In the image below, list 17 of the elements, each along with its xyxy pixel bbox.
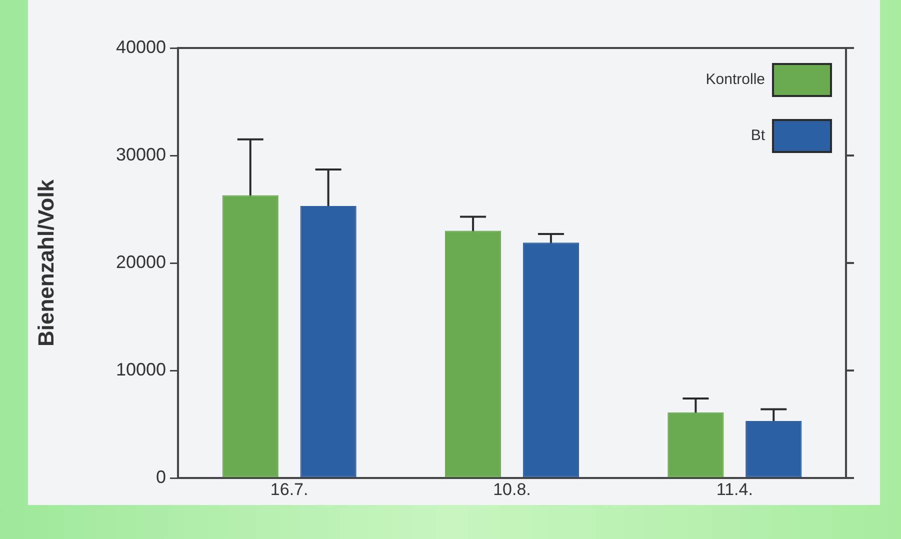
- y-tick-label: 0: [156, 466, 166, 487]
- x-tick-label: 10.8.: [493, 480, 531, 499]
- y-tick-label: 30000: [116, 144, 166, 164]
- legend-label: Kontrolle: [706, 71, 765, 88]
- bar: [668, 412, 724, 478]
- bar: [444, 230, 502, 478]
- legend-label: Bt: [750, 127, 766, 144]
- y-tick-label: 10000: [116, 359, 166, 380]
- y-axis-title: Bienenzahl/Volk: [33, 178, 58, 347]
- bar: [746, 421, 802, 478]
- bar: [222, 195, 278, 478]
- bar: [522, 242, 580, 478]
- x-tick-label: 16.7.: [270, 480, 308, 499]
- y-tick-label: 20000: [116, 252, 166, 272]
- bar: [300, 206, 356, 478]
- y-tick-label: 40000: [116, 36, 166, 57]
- x-tick-label: 11.4.: [716, 480, 753, 499]
